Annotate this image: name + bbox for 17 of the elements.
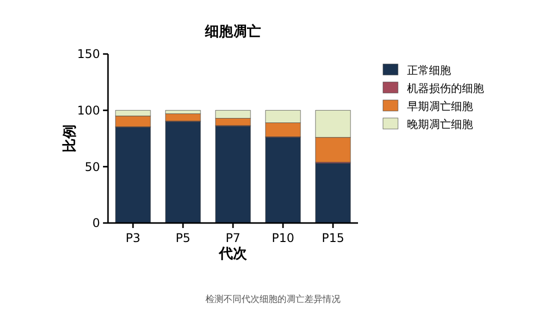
x-tick-label: P10 [272,231,294,245]
legend-label: 正常细胞 [407,64,451,77]
x-tick-label: P15 [322,231,344,245]
x-axis-title: 代次 [218,246,248,262]
y-tick-label: 0 [92,216,100,230]
legend-label: 晚期凋亡细胞 [407,118,473,131]
x-tick-label: P5 [176,231,190,245]
legend-label: 机器损伤的细胞 [407,82,484,95]
x-tick-label: P3 [126,231,140,245]
text: 检测不同代次细胞的凋亡差异情况 [206,294,340,305]
y-tick-label: 150 [77,47,100,62]
legend-label: 早期凋亡细胞 [407,100,473,113]
y-tick-label: 100 [77,104,100,118]
y-tick-label: 50 [84,160,100,174]
chart-title: 细胞凋亡 [204,23,261,40]
y-axis-title: 比例 [62,124,78,152]
x-tick-label: P7 [226,231,240,245]
